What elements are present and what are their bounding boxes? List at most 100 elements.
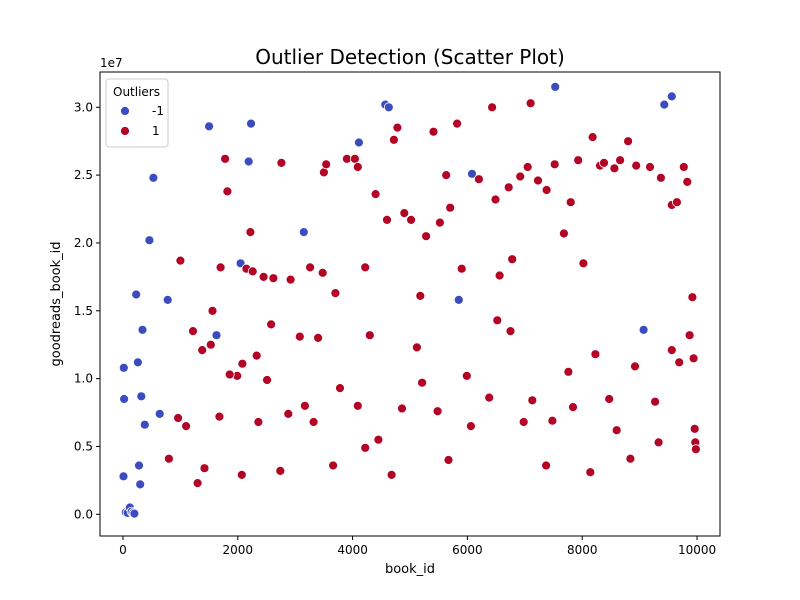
scatter-point-series-1-111: [335, 383, 345, 394]
scatter-point-series-1-121: [585, 467, 596, 478]
scatter-point-series-1-107: [224, 369, 235, 380]
y-axis-label: goodreads_book_id: [49, 241, 64, 366]
y-tick-label-4: 2.0: [74, 236, 93, 250]
scatter-point-series-1-52: [522, 162, 533, 172]
scatter-point-series-1-92: [443, 455, 454, 465]
scatter-point-series-1-83: [236, 469, 247, 480]
scatter-point-series-1-109: [275, 465, 286, 476]
scatter-point-series-1-28: [352, 162, 363, 172]
scatter-point-series-1-100: [611, 425, 622, 436]
scatter-point-series-1-61: [587, 132, 598, 143]
scatter-point-series-1-119: [541, 460, 551, 471]
scatter-point-series-1-48: [494, 270, 505, 281]
scatter-point-series-1-27: [349, 153, 360, 164]
scatter-point-series-1-25: [330, 288, 341, 299]
x-axis-ticks: 0 2000 4000 6000 8000 10000: [119, 536, 716, 557]
scatter-point-series-1-9: [237, 358, 248, 369]
legend-title: Outliers: [113, 85, 160, 99]
scatter-point-series-1-2: [197, 345, 208, 356]
scatter-point-series-1-37: [415, 290, 426, 301]
scatter-point-series-1-80: [181, 421, 192, 432]
legend-label-1: 1: [152, 124, 160, 138]
scatter-point-series-0-33: [659, 99, 670, 110]
scatter-point-series-1-77: [691, 444, 701, 455]
scatter-point-series-1-84: [262, 375, 273, 385]
x-axis-label: book_id: [385, 562, 435, 577]
scatter-point-series-1-101: [630, 361, 640, 372]
scatter-point-series-1-43: [452, 118, 463, 129]
scatter-point-series-1-110: [308, 417, 319, 427]
scatter-point-series-1-11: [245, 227, 256, 238]
scatter-point-series-0-10: [132, 357, 143, 368]
scatter-point-series-1-96: [527, 395, 538, 406]
legend-label-0: -1: [152, 104, 164, 118]
scatter-point-series-1-82: [214, 411, 225, 422]
y-tick-label-1: 0.5: [74, 439, 93, 453]
scatter-point-series-1-57: [559, 228, 569, 239]
scatter-point-series-0-30: [467, 168, 477, 179]
scatter-point-series-1-1: [188, 326, 198, 337]
scatter-point-series-1-97: [547, 415, 558, 426]
x-tick-label-2: 4000: [337, 543, 368, 557]
scatter-point-series-1-125: [674, 357, 685, 368]
scatter-point-series-1-54: [533, 175, 543, 186]
x-tick-label-5: 10000: [678, 543, 716, 557]
scatter-point-series-0-19: [162, 294, 173, 305]
scatter-point-series-1-65: [615, 155, 625, 166]
scatter-point-series-1-69: [656, 172, 666, 183]
scatter-point-series-0-1: [118, 362, 129, 373]
scatter-point-series-1-117: [492, 315, 503, 326]
scatter-point-series-0-12: [135, 479, 146, 490]
scatter-point-series-1-4: [207, 305, 218, 316]
scatter-point-series-1-115: [432, 406, 443, 417]
scatter-point-series-1-102: [653, 437, 664, 448]
scatter-point-series-1-60: [578, 258, 589, 269]
scatter-point-series-1-35: [399, 208, 410, 219]
scatter-point-series-1-7: [222, 186, 233, 197]
legend: Outliers -1 1: [105, 78, 169, 148]
x-tick-label-4: 8000: [567, 543, 598, 557]
scatter-point-series-0-23: [243, 156, 254, 167]
scatter-point-series-1-12: [247, 266, 258, 277]
scatter-point-series-1-89: [373, 434, 384, 445]
scatter-point-series-1-14: [258, 271, 269, 282]
scatter-point-series-1-91: [417, 377, 428, 388]
scatter-point-series-1-50: [507, 254, 518, 265]
scatter-point-series-1-45: [473, 174, 484, 185]
scatter-point-series-0-17: [148, 172, 159, 183]
scatter-point-series-1-33: [388, 134, 399, 145]
scatter-point-series-1-118: [518, 417, 529, 427]
scatter-point-series-0-29: [453, 294, 464, 305]
y-axis-offset-text: 1e7: [100, 56, 123, 70]
scatter-point-series-0-15: [139, 419, 150, 430]
scatter-point-series-1-72: [678, 162, 689, 172]
scatter-point-series-1-99: [590, 349, 601, 360]
scatter-point-series-1-75: [689, 423, 700, 434]
scatter-point-series-0-8: [129, 508, 140, 519]
scatter-point-series-1-81: [199, 463, 210, 474]
scatter-point-series-1-116: [461, 370, 472, 381]
scatter-point-series-1-36: [406, 214, 417, 225]
scatter-point-series-1-55: [541, 185, 552, 195]
scatter-point-series-1-42: [445, 202, 456, 213]
scatter-point-series-1-66: [623, 136, 633, 147]
scatter-point-series-1-40: [434, 217, 445, 228]
y-tick-label-5: 2.5: [74, 168, 93, 182]
x-tick-label-1: 2000: [223, 543, 254, 557]
scatter-point-series-1-13: [251, 350, 262, 361]
y-tick-label-2: 1.0: [74, 372, 93, 386]
scatter-point-series-0-16: [144, 235, 155, 246]
scatter-point-series-1-86: [299, 400, 310, 411]
scatter-point-series-1-3: [205, 339, 216, 350]
points-layer: [118, 82, 701, 519]
scatter-point-series-0-14: [137, 324, 148, 335]
scatter-point-series-1-124: [650, 396, 660, 407]
x-tick-label-3: 6000: [452, 543, 483, 557]
scatter-point-series-1-23: [318, 167, 329, 178]
scatter-point-series-1-21: [313, 332, 324, 343]
scatter-point-series-1-16: [268, 273, 279, 284]
scatter-point-series-0-24: [246, 118, 256, 129]
scatter-point-series-1-105: [173, 413, 184, 423]
scatter-point-series-1-113: [386, 469, 397, 480]
